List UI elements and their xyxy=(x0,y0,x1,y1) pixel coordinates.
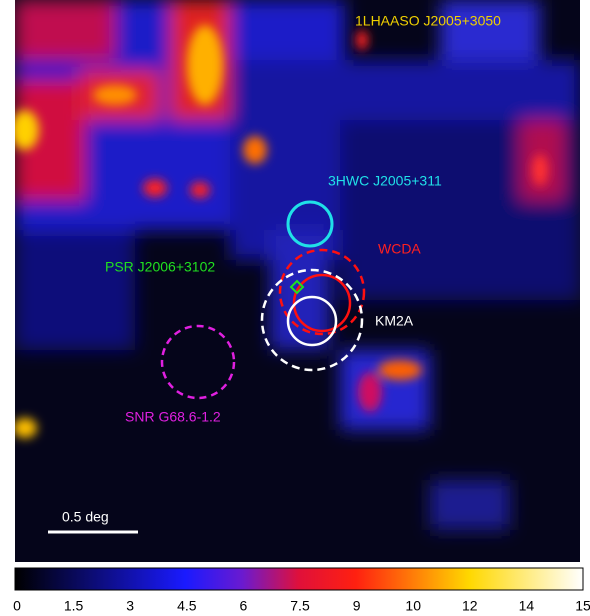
colorbar-tick-label: 9 xyxy=(353,598,361,614)
wcda-label: WCDA xyxy=(378,241,421,257)
source-label: 1LHAASO J2005+3050 xyxy=(355,13,501,29)
colorbar-tick-label: 7.5 xyxy=(290,598,310,614)
colorbar-tick-label: 15 xyxy=(575,598,590,614)
psr-label: PSR J2006+3102 xyxy=(105,259,215,275)
snr-label: SNR G68.6-1.2 xyxy=(125,409,221,425)
scale-bar-label: 0.5 deg xyxy=(62,509,109,525)
km2a-label: KM2A xyxy=(375,313,414,329)
colorbar-tick-label: 4.5 xyxy=(177,598,197,614)
hawc-label: 3HWC J2005+311 xyxy=(328,173,442,189)
colorbar-tick-label: 6 xyxy=(240,598,248,614)
colorbar-ticks: 0 1.5 3 4.5 6 7.5 9 10 12 14 15 xyxy=(13,598,590,614)
figure: 1LHAASO J2005+3050 3HWC J2005+311 WCDA P… xyxy=(0,0,590,616)
colorbar xyxy=(15,568,583,590)
colorbar-tick-label: 10 xyxy=(405,598,421,614)
colorbar-tick-label: 3 xyxy=(126,598,134,614)
colorbar-tick-label: 12 xyxy=(462,598,478,614)
colorbar-tick-label: 14 xyxy=(519,598,535,614)
colorbar-tick-label: 0 xyxy=(13,598,21,614)
colorbar-tick-label: 1.5 xyxy=(64,598,84,614)
sky-map xyxy=(11,0,580,562)
